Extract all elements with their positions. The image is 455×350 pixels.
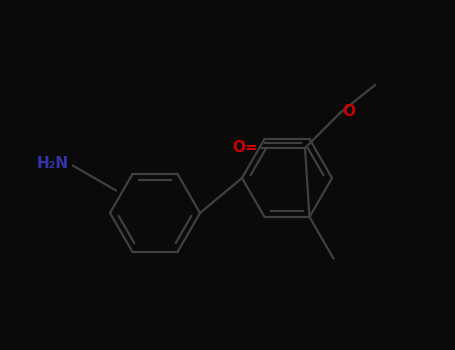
- Text: O: O: [342, 104, 355, 119]
- Text: H₂N: H₂N: [36, 156, 69, 171]
- Text: O=: O=: [232, 140, 258, 155]
